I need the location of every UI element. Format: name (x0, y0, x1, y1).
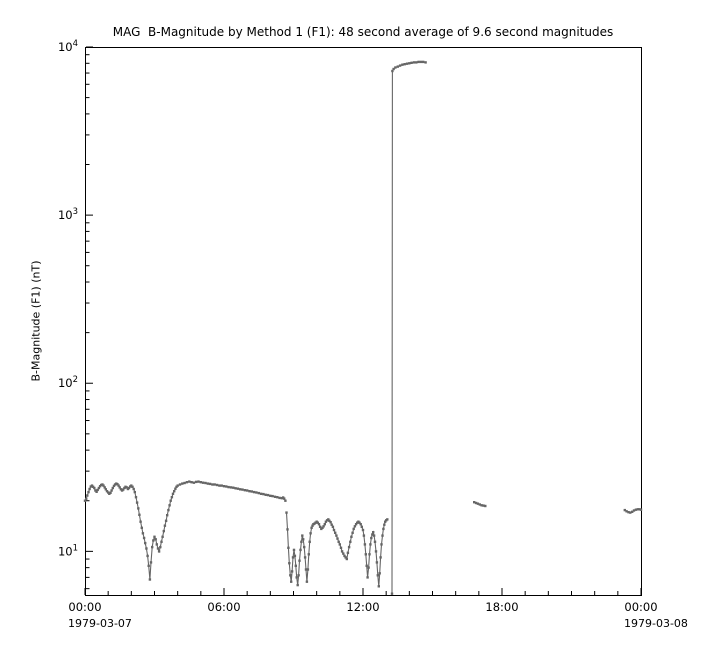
x-tick-label: 00:00 (624, 600, 657, 614)
x-axis-start-date: 1979-03-07 (68, 617, 132, 630)
plot-frame (85, 47, 642, 596)
x-axis-ticks: 00:00 06:00 12:00 18:00 00:00 (68, 588, 658, 614)
y-tick-label: 102 (58, 375, 78, 390)
x-tick-label: 18:00 (485, 600, 518, 614)
x-tick-label: 00:00 (68, 600, 101, 614)
x-axis-end-date: 1979-03-08 (624, 617, 688, 630)
x-tick-label: 06:00 (207, 600, 240, 614)
x-tick-label: 12:00 (346, 600, 379, 614)
data-series (83, 60, 643, 595)
y-axis-ticks: 101 102 103 104 (58, 39, 93, 590)
chart-title: MAG B-Magnitude by Method 1 (F1): 48 sec… (112, 25, 614, 39)
y-tick-label: 103 (58, 207, 78, 222)
y-tick-label: 104 (58, 39, 78, 54)
y-tick-label: 101 (58, 543, 78, 558)
